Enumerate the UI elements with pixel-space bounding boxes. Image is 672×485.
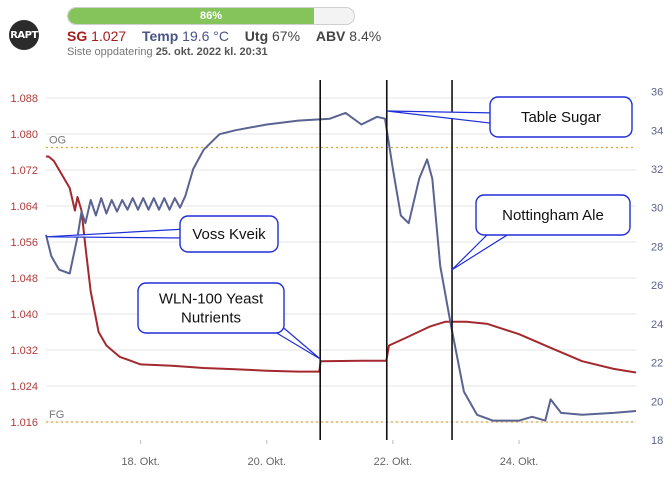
y-left-tick-label: 1.048 bbox=[10, 273, 38, 285]
utg-value: 67% bbox=[272, 28, 301, 44]
sg-value: 1.027 bbox=[91, 28, 127, 44]
reference-label-og: OG bbox=[49, 135, 66, 147]
y-left-tick-label: 1.080 bbox=[10, 129, 38, 141]
annotation-text: Voss Kveik bbox=[192, 226, 266, 243]
logo-text: RAPT bbox=[10, 29, 38, 41]
y-right-tick-label: 34 bbox=[651, 125, 663, 137]
x-tick-label: 18. Okt. bbox=[121, 456, 160, 468]
annotation-text: Table Sugar bbox=[521, 109, 601, 126]
y-right-tick-label: 18 bbox=[651, 435, 663, 447]
x-tick-label: 20. Okt. bbox=[247, 456, 286, 468]
temp-label: Temp bbox=[141, 28, 179, 44]
annotation-pointer bbox=[386, 110, 499, 125]
reference-label-fg: FG bbox=[49, 409, 64, 421]
annotation-pointer-mask bbox=[493, 227, 513, 233]
abv-label: ABV bbox=[315, 28, 346, 44]
annotation-pointer-mask bbox=[269, 317, 273, 330]
annotation-box bbox=[179, 215, 279, 253]
y-right-tick-label: 20 bbox=[651, 396, 663, 408]
rapt-logo: RAPT bbox=[9, 20, 39, 50]
attenuation-progress-bar: 86% bbox=[67, 7, 355, 25]
y-right-tick-label: 28 bbox=[651, 241, 663, 253]
y-left-tick-label: 1.064 bbox=[10, 201, 38, 213]
last-updated: Siste oppdatering 25. okt. 2022 kl. 20:3… bbox=[67, 46, 268, 58]
series-line-temp bbox=[45, 111, 637, 422]
progress-fill bbox=[68, 8, 314, 24]
y-right-tick-label: 22 bbox=[651, 358, 663, 370]
annotation-pointer bbox=[45, 228, 187, 239]
y-right-tick-label: 24 bbox=[651, 319, 663, 331]
y-right-tick-label: 26 bbox=[651, 280, 663, 292]
series-line-sg bbox=[46, 155, 637, 374]
x-tick-label: 24. Okt. bbox=[500, 456, 539, 468]
y-left-tick-label: 1.040 bbox=[10, 309, 38, 321]
y-left-tick-label: 1.088 bbox=[10, 93, 38, 105]
updated-prefix: Siste oppdatering bbox=[67, 46, 153, 58]
y-right-tick-label: 36 bbox=[651, 87, 663, 99]
utg-label: Utg bbox=[244, 28, 269, 44]
updated-value: 25. okt. 2022 kl. 20:31 bbox=[155, 46, 268, 58]
annotation-box bbox=[137, 282, 285, 334]
temp-value: 19.6 °C bbox=[182, 28, 230, 44]
y-left-tick-label: 1.024 bbox=[10, 381, 38, 393]
annotation-box bbox=[475, 194, 631, 236]
abv-value: 8.4% bbox=[349, 28, 382, 44]
y-left-tick-label: 1.056 bbox=[10, 237, 38, 249]
y-right-tick-label: 30 bbox=[651, 203, 663, 215]
sg-label: SG bbox=[67, 28, 88, 44]
x-tick-label: 22. Okt. bbox=[374, 456, 413, 468]
annotation-text: Nutrients bbox=[181, 310, 241, 327]
y-right-tick-label: 32 bbox=[651, 164, 663, 176]
y-left-tick-label: 1.072 bbox=[10, 165, 38, 177]
annotation-text: WLN-100 Yeast bbox=[159, 291, 264, 308]
y-left-tick-label: 1.032 bbox=[10, 345, 38, 357]
progress-label: 86% bbox=[199, 10, 223, 22]
annotation-text: Nottingham Ale bbox=[502, 207, 604, 224]
y-left-tick-label: 1.016 bbox=[10, 417, 38, 429]
annotation-box bbox=[489, 96, 633, 138]
stats-row: SG 1.027 Temp 19.6 °C Utg 67% ABV 8.4% bbox=[67, 28, 381, 44]
